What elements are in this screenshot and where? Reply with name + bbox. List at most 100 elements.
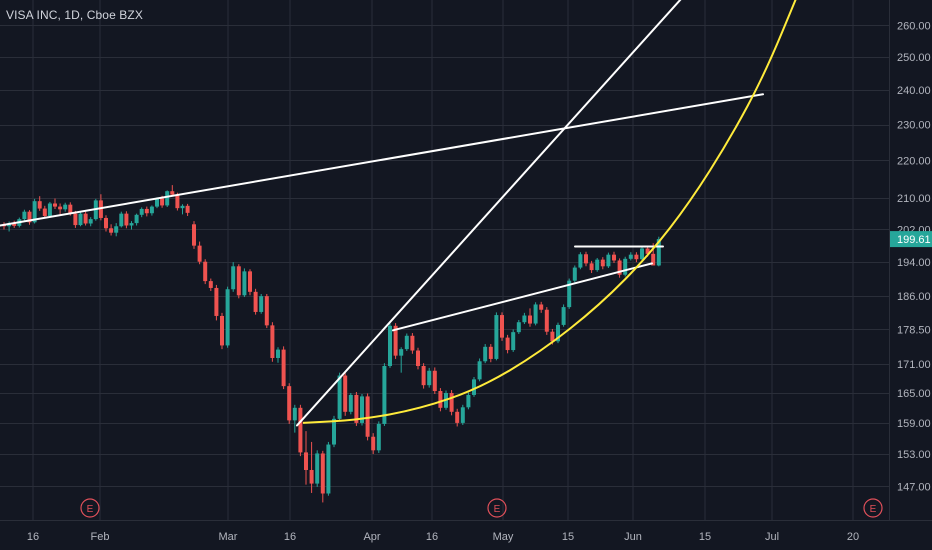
parabolic-curve xyxy=(302,0,797,424)
grid xyxy=(0,0,889,520)
candle-body xyxy=(248,271,252,292)
candles xyxy=(2,185,661,503)
candle-body xyxy=(192,224,196,246)
candle-body xyxy=(114,226,119,233)
candle-up xyxy=(567,278,572,309)
candle-body xyxy=(522,315,527,323)
price-axis[interactable]: 260.00250.00240.00230.00220.00210.00202.… xyxy=(889,0,932,550)
candle-body xyxy=(109,228,114,233)
candle-body xyxy=(58,206,63,210)
candle-body xyxy=(304,452,308,470)
candle-body xyxy=(360,396,364,423)
candle-up xyxy=(522,312,527,325)
candle-down xyxy=(109,224,114,236)
candle-body xyxy=(544,309,549,332)
candle-up xyxy=(483,344,488,364)
candle-body xyxy=(416,350,420,367)
candle-up xyxy=(578,252,583,270)
price-axis-tick-label: 250.00 xyxy=(897,52,931,64)
candle-body xyxy=(119,213,124,227)
candle-body xyxy=(180,205,185,209)
candle-down xyxy=(500,312,504,341)
candle-body xyxy=(149,206,154,214)
candle-body xyxy=(208,281,213,288)
candle-down xyxy=(539,301,544,313)
candle-body xyxy=(139,208,144,215)
candle-body xyxy=(511,332,516,351)
trendline-2 xyxy=(296,0,682,427)
candle-body xyxy=(617,260,622,275)
candle-body xyxy=(320,453,325,494)
earnings-marker-label: E xyxy=(87,504,94,515)
candle-up xyxy=(78,212,83,227)
price-axis-tick-label: 171.00 xyxy=(897,359,931,371)
candle-body xyxy=(651,253,656,266)
candle-up xyxy=(165,190,170,207)
candle-up xyxy=(556,322,560,344)
candle-body xyxy=(332,418,336,445)
candle-body xyxy=(539,304,544,310)
candle-up xyxy=(427,367,432,388)
candle-up xyxy=(259,293,264,314)
candle-body xyxy=(42,208,47,216)
price-axis-tick-label: 260.00 xyxy=(897,20,931,32)
price-axis-tick-label: 230.00 xyxy=(897,120,931,132)
candle-body xyxy=(337,375,342,419)
last-price-label: 199.61 xyxy=(890,231,932,248)
price-axis-tick-label: 220.00 xyxy=(897,155,931,167)
last-price-bg xyxy=(890,231,932,248)
candle-up xyxy=(337,372,342,421)
candle-up xyxy=(388,323,392,368)
time-axis[interactable]: 16 Feb Mar 16 Apr 16 May 15 Jun 15 Jul 20 xyxy=(0,520,932,550)
candle-up xyxy=(242,268,247,298)
candle-up xyxy=(628,252,633,261)
price-axis-bg xyxy=(889,0,932,550)
time-axis-tick-label: 15 xyxy=(699,531,711,543)
candle-down xyxy=(600,257,605,270)
candle-body xyxy=(572,267,577,281)
time-axis-tick-label: 16 xyxy=(27,531,39,543)
candle-down xyxy=(589,260,594,274)
candle-up xyxy=(572,265,577,283)
candle-body xyxy=(399,349,404,356)
time-axis-tick-label: Apr xyxy=(363,531,380,543)
candle-body xyxy=(73,213,78,226)
candle-up xyxy=(640,246,644,261)
candle-body xyxy=(500,315,504,338)
candle-body xyxy=(231,266,236,290)
candle-body xyxy=(494,315,499,359)
candle-body xyxy=(432,370,437,392)
candle-body xyxy=(270,325,275,358)
candle-down xyxy=(544,307,549,335)
candle-down xyxy=(264,293,269,329)
candle-up xyxy=(231,262,236,292)
candle-body xyxy=(354,394,359,423)
candle-down xyxy=(104,215,108,232)
drawings-overlay xyxy=(0,0,797,427)
candle-body xyxy=(556,324,560,342)
candle-down xyxy=(343,373,348,416)
candle-body xyxy=(628,254,633,259)
candle-down xyxy=(421,363,426,389)
candle-down xyxy=(438,388,443,412)
candle-body xyxy=(78,213,83,226)
earnings-marker-ring xyxy=(863,498,883,518)
candle-down xyxy=(58,203,63,215)
price-axis-tick-label: 210.00 xyxy=(897,193,931,205)
candle-body xyxy=(242,271,247,296)
candle-body xyxy=(185,205,190,213)
candle-body xyxy=(561,307,566,325)
candle-body xyxy=(472,379,476,395)
candle-down xyxy=(83,211,88,226)
candle-up xyxy=(466,392,471,410)
time-axis-tick-label: 16 xyxy=(426,531,438,543)
chart-title: VISA INC, 1D, Cboe BZX xyxy=(6,8,143,22)
candle-down xyxy=(320,450,325,503)
candle-body xyxy=(220,315,224,346)
candle-body xyxy=(47,203,52,216)
candle-body xyxy=(88,219,93,224)
earnings-marker-ring xyxy=(487,498,507,518)
time-axis-tick-label: Mar xyxy=(219,531,238,543)
